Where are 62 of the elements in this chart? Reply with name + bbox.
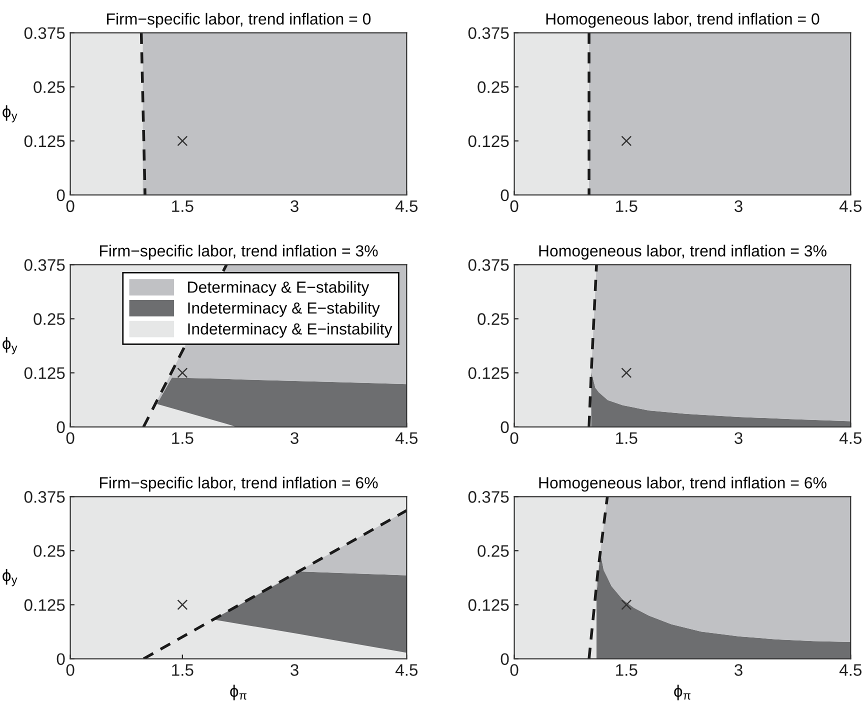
x-tick-label: 4.5	[839, 432, 862, 444]
x-tick-label: 4.5	[839, 664, 862, 676]
chart-title: Homogeneous labor, trend inflation = 0	[546, 12, 820, 28]
chart-title: Homogeneous labor, trend inflation = 6%	[539, 476, 826, 492]
x-tick-label: 0	[510, 432, 518, 444]
x-tick-label: 1.5	[616, 664, 638, 676]
y-tick-label: 0.25	[34, 313, 65, 325]
x-tick-label: 3	[734, 432, 742, 444]
y-tick-label: 0.125	[468, 599, 509, 611]
y-tick-label: 0	[56, 653, 65, 666]
chart-title: Homogeneous labor, trend inflation = 3%	[539, 244, 826, 260]
y-tick-label: 0.125	[24, 599, 65, 611]
y-tick-label: 0.125	[468, 367, 509, 380]
x-axis-title: ϕ$_{π}$	[230, 684, 247, 700]
x-tick-label: 4.5	[839, 200, 862, 212]
legend-label: Determinacy & E−stability	[188, 281, 370, 296]
y-tick-label: 0.125	[24, 135, 65, 148]
y-tick-label: 0.375	[468, 491, 509, 503]
y-tick-label: 0.375	[24, 491, 65, 503]
x-tick-label: 1.5	[172, 432, 194, 444]
chart-title: Firm−specific labor, trend inflation = 0	[107, 12, 371, 28]
x-tick-label: 0	[510, 664, 518, 676]
x-tick-label: 3	[290, 200, 298, 212]
x-axis-title: ϕ$_{π}$	[674, 684, 690, 700]
y-axis-title: ϕ$_{y}$	[2, 337, 18, 354]
y-tick-label: 0.25	[34, 81, 65, 94]
y-tick-label: 0.375	[468, 259, 509, 271]
y-tick-label: 0.25	[478, 313, 509, 325]
x-tick-label: 0	[66, 432, 74, 444]
y-tick-label: 0	[56, 189, 65, 202]
x-tick-label: 4.5	[395, 664, 418, 676]
y-axis-title: ϕ$_{y}$	[2, 105, 18, 122]
y-tick-label: 0	[500, 421, 509, 434]
x-tick-label: 1.5	[172, 200, 194, 212]
x-tick-label: 3	[290, 432, 298, 444]
y-tick-label: 0	[56, 421, 65, 434]
legend-label: Indeterminacy & E−stability	[188, 302, 380, 317]
x-tick-label: 0	[66, 200, 74, 212]
y-tick-label: 0.125	[24, 367, 65, 380]
x-tick-label: 3	[734, 664, 742, 676]
y-tick-label: 0.375	[24, 259, 65, 271]
y-axis-title: ϕ$_{y}$	[2, 569, 18, 586]
band-label: Indeterminacy & E−instability	[188, 322, 392, 338]
x-tick-label: 4.5	[395, 200, 418, 212]
y-tick-label: 0	[500, 189, 509, 202]
x-tick-label: 3	[734, 200, 742, 212]
y-tick-label: 0.375	[24, 27, 65, 39]
x-tick-label: 1.5	[172, 664, 194, 676]
x-tick-label: 1.5	[616, 200, 638, 212]
chart-title: Firm−specific labor, trend inflation = 3%	[100, 244, 378, 260]
y-tick-label: 0.25	[478, 545, 509, 557]
y-tick-label: 0.25	[478, 81, 509, 94]
y-tick-label: 0.25	[34, 545, 65, 557]
x-tick-label: 0	[510, 200, 518, 212]
chart-title: Firm−specific labor, trend inflation = 6%	[100, 476, 378, 492]
y-tick-label: 0.375	[468, 27, 509, 39]
x-tick-label: 4.5	[395, 432, 418, 444]
x-tick-label: 0	[66, 664, 74, 676]
x-tick-label: 3	[290, 664, 298, 676]
y-tick-label: 0	[500, 653, 509, 666]
y-tick-label: 0.125	[468, 135, 509, 148]
x-tick-label: 1.5	[616, 432, 638, 444]
